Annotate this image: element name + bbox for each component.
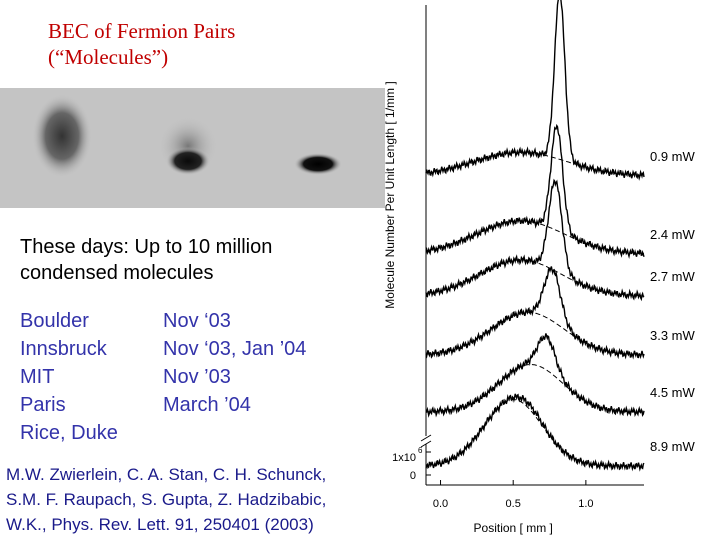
axis-break-mark (420, 440, 432, 448)
title-line-2: (“Molecules”) (48, 45, 169, 69)
summary-line-2: condensed molecules (20, 262, 214, 284)
fit-curve (425, 259, 644, 297)
group-place: Paris (20, 394, 66, 416)
series-label: 3.3 mW (650, 328, 696, 343)
group-row: Boulder Nov ‘03 (20, 307, 306, 335)
group-date: March ’04 (163, 394, 251, 416)
condensed-cloud (294, 153, 342, 175)
group-row: Paris March ’04 (20, 391, 306, 419)
y-axis-label: Molecule Number Per Unit Length [ 1/mm ] (383, 81, 397, 308)
citation-line-1: M.W. Zwierlein, C. A. Stan, C. H. Schunc… (6, 465, 327, 484)
citation-line-3: W.K., Phys. Rev. Lett. 91, 250401 (2003) (6, 515, 314, 534)
series-label: 8.9 mW (650, 439, 696, 454)
series-label: 4.5 mW (650, 385, 696, 400)
series-label: 2.4 mW (650, 227, 696, 242)
series-label: 2.7 mW (650, 269, 696, 284)
group-place: MIT (20, 366, 55, 388)
thermal-cloud (32, 94, 92, 178)
group-place: Rice, Duke (20, 422, 118, 444)
summary-line-1: These days: Up to 10 million (20, 236, 273, 258)
group-date: Nov ’03 (163, 366, 231, 388)
bimodal-cloud-core (166, 147, 210, 175)
y-tick-label: 0 (410, 470, 416, 482)
x-axis-label: Position [ mm ] (474, 521, 553, 535)
data-curve (425, 0, 645, 181)
data-curve (425, 393, 645, 472)
group-date: Nov ‘03, Jan ’04 (163, 338, 307, 360)
x-tick-label: 1.0 (578, 498, 593, 510)
data-curve (425, 178, 645, 302)
data-curve (425, 266, 645, 360)
groups-list: Boulder Nov ‘03 Innsbruck Nov ‘03, Jan ’… (20, 307, 306, 447)
citation: M.W. Zwierlein, C. A. Stan, C. H. Schunc… (6, 462, 326, 537)
group-row: Innsbruck Nov ‘03, Jan ’04 (20, 335, 306, 363)
fit-curve (426, 364, 644, 413)
x-tick-label: 0.5 (506, 498, 521, 510)
group-date: Nov ‘03 (163, 310, 231, 332)
group-row: MIT Nov ’03 (20, 363, 306, 391)
summary-text: These days: Up to 10 million condensed m… (20, 234, 272, 286)
y-tick-label: 1x10 (392, 452, 416, 464)
citation-line-2: S.M. F. Raupach, S. Gupta, Z. Hadzibabic… (6, 490, 327, 509)
y-tick-exponent: 6 (418, 446, 423, 455)
slide-title: BEC of Fermion Pairs (“Molecules”) (48, 18, 235, 70)
data-curve (425, 333, 645, 418)
group-place: Boulder (20, 310, 89, 332)
plot-frame (420, 5, 644, 486)
axis-break-mark (420, 434, 432, 442)
x-tick-label: 0.0 (433, 498, 448, 510)
plot-curves (425, 0, 645, 472)
title-line-1: BEC of Fermion Pairs (48, 19, 236, 43)
data-curve (425, 123, 645, 259)
group-row: Rice, Duke (20, 419, 306, 447)
group-place: Innsbruck (20, 338, 107, 360)
series-label: 0.9 mW (650, 149, 696, 164)
absorption-image (0, 88, 385, 208)
